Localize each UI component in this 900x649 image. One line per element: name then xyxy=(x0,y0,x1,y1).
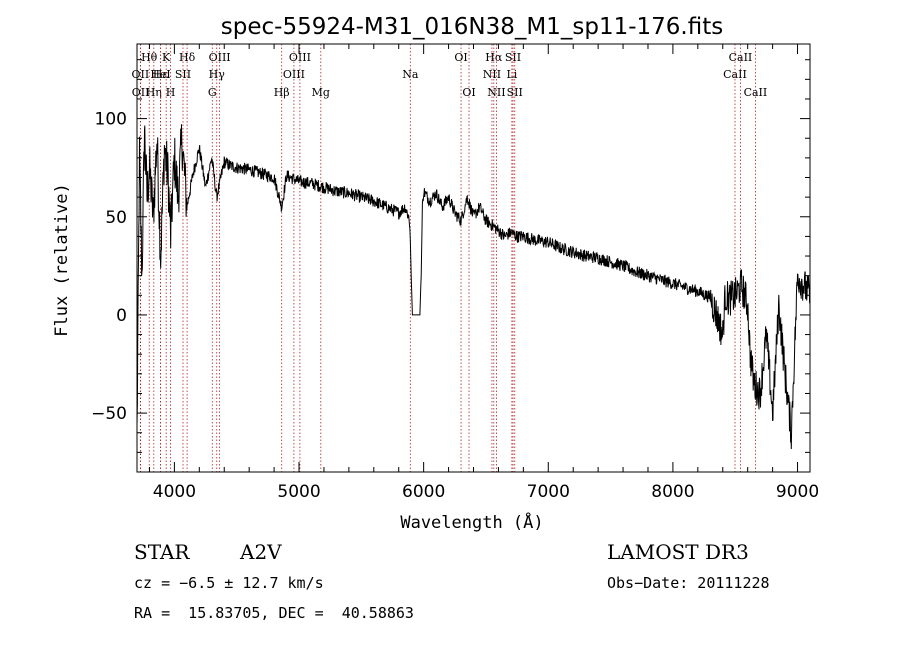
line-label-14: OIII xyxy=(289,51,311,64)
line-label-3: Hε xyxy=(153,68,169,81)
x-axis-label: Wavelength (Å) xyxy=(400,511,543,533)
line-label-0: Hθ xyxy=(141,51,158,64)
object-subclass: A2V xyxy=(240,540,282,564)
y-axis-label: Flux (relative) xyxy=(52,183,72,337)
line-label-19: OI xyxy=(462,86,475,99)
line-label-24: Li xyxy=(506,68,517,81)
line-label-25: SII xyxy=(507,86,523,99)
line-label-15: OIII xyxy=(283,68,305,81)
object-class: STAR xyxy=(134,540,190,564)
line-label-2: OII xyxy=(132,86,150,99)
y-tick-label: 100 xyxy=(95,110,127,130)
line-label-13: Hβ xyxy=(274,86,290,99)
line-label-9: Hδ xyxy=(179,51,196,64)
y-axis-ticks: −50 0 50 100 xyxy=(91,59,810,453)
line-label-17: Na xyxy=(402,68,419,81)
line-label-11: Hγ xyxy=(209,68,226,81)
plot-frame xyxy=(136,43,811,473)
line-label-4: Hη xyxy=(146,86,162,99)
chart-title: spec-55924-M31_016N38_M1_sp11-176.fits xyxy=(221,14,723,40)
line-label-6: H xyxy=(166,86,176,99)
series-line-0 xyxy=(136,124,811,450)
x-tick-label: 6000 xyxy=(402,482,445,502)
y-tick-label: −50 xyxy=(91,404,127,424)
flux-series xyxy=(136,124,811,450)
line-label-20: Hα xyxy=(485,51,503,64)
x-tick-label: 9000 xyxy=(776,482,819,502)
x-tick-label: 4000 xyxy=(153,482,196,502)
line-label-18: OI xyxy=(454,51,467,64)
line-label-12: G xyxy=(208,86,217,99)
line-label-26: CaII xyxy=(729,51,753,64)
x-tick-label: 5000 xyxy=(277,482,320,502)
line-label-7: HeI xyxy=(150,68,170,81)
line-label-27: CaII xyxy=(723,68,747,81)
x-tick-label: 7000 xyxy=(527,482,570,502)
line-label-16: Mg xyxy=(312,86,330,99)
survey-name: LAMOST DR3 xyxy=(607,540,749,564)
y-tick-label: 0 xyxy=(116,306,127,326)
y-tick-label: 50 xyxy=(105,208,127,228)
line-label-28: CaII xyxy=(744,86,768,99)
obs-date-text: Obs−Date: 20111228 xyxy=(607,574,770,592)
line-label-23: SII xyxy=(505,51,521,64)
line-label-1: OII xyxy=(132,68,150,81)
line-label-8: SII xyxy=(175,68,191,81)
line-label-5: K xyxy=(162,51,171,64)
line-label-21: NII xyxy=(483,68,501,81)
x-axis-ticks: 4000 5000 6000 7000 8000 9000 xyxy=(148,44,819,502)
x-tick-label: 8000 xyxy=(651,482,694,502)
line-label-22: NII xyxy=(487,86,505,99)
line-label-10: OIII xyxy=(209,51,231,64)
coordinates-text: RA = 15.83705, DEC = 40.58863 xyxy=(134,604,414,622)
redshift-text: cz = −6.5 ± 12.7 km/s xyxy=(134,574,324,592)
